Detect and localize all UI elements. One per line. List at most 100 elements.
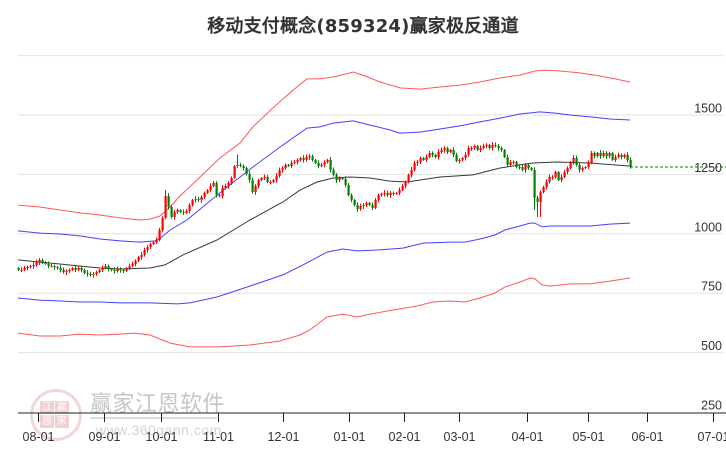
candle-up [200, 196, 203, 201]
candle-down [446, 148, 449, 153]
x-tick-label: 02-01 [389, 430, 421, 444]
candle-down [500, 148, 503, 150]
candle-up [206, 190, 209, 193]
candle-down [593, 153, 596, 157]
candle-down [341, 177, 344, 179]
channel-lines [17, 69, 631, 348]
candle-up [50, 266, 53, 268]
candle-up [602, 153, 605, 157]
candle-down [626, 154, 629, 160]
candle-up [383, 192, 386, 194]
candle-up [563, 172, 566, 178]
candle-down [422, 158, 425, 160]
candle-up [413, 162, 416, 170]
candle-down [578, 164, 581, 170]
candle-down [431, 153, 434, 155]
x-tick-label: 11-01 [203, 430, 234, 444]
candle-up [320, 164, 323, 167]
candle-up [209, 186, 212, 191]
candle-up [623, 154, 626, 158]
candle-up [572, 158, 575, 163]
candle-down [59, 268, 62, 270]
x-tick-label: 09-01 [89, 430, 121, 444]
candle-up [410, 169, 413, 175]
candle-down [80, 268, 83, 270]
candle-up [377, 195, 380, 201]
candle-up [470, 148, 473, 150]
candle-down [245, 167, 248, 174]
candle-up [614, 157, 617, 160]
candle-down [47, 263, 50, 267]
y-tick-label: 750 [701, 280, 722, 294]
candle-up [617, 154, 620, 158]
candle-down [605, 153, 608, 157]
candle-down [110, 268, 113, 270]
candle-down [494, 144, 497, 146]
candle-up [461, 158, 464, 160]
candle-up [131, 263, 134, 267]
candle-down [44, 262, 47, 264]
candle-up [284, 164, 287, 168]
candle-up [590, 153, 593, 163]
x-tick-label: 07-01 [698, 430, 726, 444]
candle-up [212, 182, 215, 187]
candle-up [26, 267, 29, 269]
candle-up [149, 244, 152, 248]
candle-down [503, 149, 506, 158]
candle-down [452, 149, 455, 155]
candle-up [137, 257, 140, 261]
candle-down [350, 195, 353, 201]
candle-down [287, 164, 290, 167]
candle-down [332, 169, 335, 175]
candle-up [260, 177, 263, 181]
candle-up [227, 182, 230, 187]
candle-up [380, 193, 383, 196]
candle-up [254, 186, 257, 192]
candle-up [23, 268, 26, 270]
candle-up [362, 205, 365, 207]
candle-up [359, 206, 362, 210]
candle-up [398, 190, 401, 193]
candle-up [95, 272, 98, 274]
candle-up [308, 156, 311, 158]
candle-up [425, 157, 428, 160]
candle-up [65, 271, 68, 273]
candle-down [41, 259, 44, 263]
candle-up [98, 269, 101, 273]
candle-up [128, 266, 131, 269]
candle-up [281, 167, 284, 170]
x-tick-label: 03-01 [444, 430, 476, 444]
candle-up [560, 177, 563, 181]
candle-up [338, 177, 341, 181]
candle-down [356, 205, 359, 210]
candle-up [401, 186, 404, 191]
candle-up [101, 268, 104, 270]
candle-up [32, 264, 35, 267]
candle-up [518, 167, 521, 169]
candle-down [251, 180, 254, 192]
candle-down [392, 192, 395, 194]
candle-up [173, 211, 176, 217]
candle-down [536, 197, 539, 202]
candle-up [443, 148, 446, 150]
candle-up [485, 144, 488, 146]
middle-line [17, 161, 631, 270]
candle-up [365, 202, 368, 206]
candle-up [68, 269, 71, 272]
candle-down [215, 182, 218, 196]
candle-up [29, 266, 32, 268]
candle-down [329, 159, 332, 170]
candle-up [548, 177, 551, 183]
candle-down [179, 210, 182, 212]
y-tick-label: 500 [701, 339, 722, 353]
candle-up [587, 162, 590, 168]
candle-up [140, 254, 143, 258]
lower-outer-band [17, 277, 631, 348]
candle-up [203, 192, 206, 197]
candle-up [221, 187, 224, 197]
candle-up [257, 180, 260, 187]
candle-up [278, 169, 281, 177]
candle-down [119, 268, 122, 270]
candle-down [455, 154, 458, 162]
